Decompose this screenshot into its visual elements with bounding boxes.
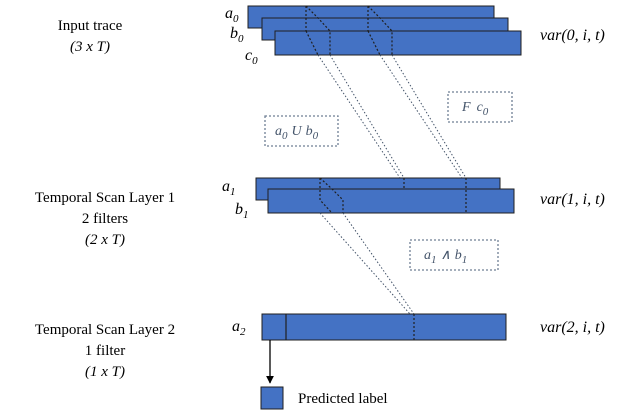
annotation-and: a1 ∧ b1 — [424, 248, 467, 266]
projection-lines-row1-row2 — [319, 212, 415, 315]
layer2-dims: (1 x T) — [85, 364, 125, 380]
layer2-filters: 1 filter — [84, 343, 126, 359]
layer2-title: Temporal Scan Layer 2 — [34, 322, 176, 338]
label-a1: a1 — [222, 178, 236, 198]
annotation-box-until — [264, 115, 339, 147]
layer2-label: Temporal Scan Layer 2 1 filter (1 x T) — [10, 320, 200, 383]
label-b1: b1 — [235, 201, 249, 221]
annotation-box-and — [409, 239, 499, 271]
layer1-dims: (2 x T) — [85, 232, 125, 248]
trace-bar-c0 — [274, 30, 522, 56]
var-label-row1: var(1, i, t) — [540, 191, 605, 208]
annotation-box-eventually — [447, 91, 513, 123]
layer1-label: Temporal Scan Layer 1 2 filters (2 x T) — [10, 188, 200, 251]
input-trace-dims: (3 x T) — [70, 39, 110, 55]
row0-window-right — [367, 5, 393, 56]
label-b0: b0 — [230, 25, 244, 45]
trace-bar-a2 — [261, 313, 507, 341]
trace-bar-b1 — [267, 188, 515, 214]
label-a0: a0 — [225, 5, 239, 25]
layer1-title: Temporal Scan Layer 1 — [34, 190, 176, 206]
predicted-label-text: Predicted label — [298, 391, 388, 407]
var-label-row2: var(2, i, t) — [540, 319, 605, 336]
projection-lines-row0-row1 — [317, 54, 467, 179]
layer1-filters: 2 filters — [81, 211, 129, 227]
label-a2: a2 — [232, 318, 246, 338]
row0-window-left — [305, 5, 331, 56]
input-trace-label: Input trace (3 x T) — [30, 16, 150, 58]
var-label-row0: var(0, i, t) — [540, 27, 605, 44]
predicted-label-swatch — [260, 386, 284, 410]
row1-markers — [319, 177, 467, 214]
input-trace-title: Input trace — [57, 18, 123, 34]
label-c0: c0 — [245, 47, 258, 67]
